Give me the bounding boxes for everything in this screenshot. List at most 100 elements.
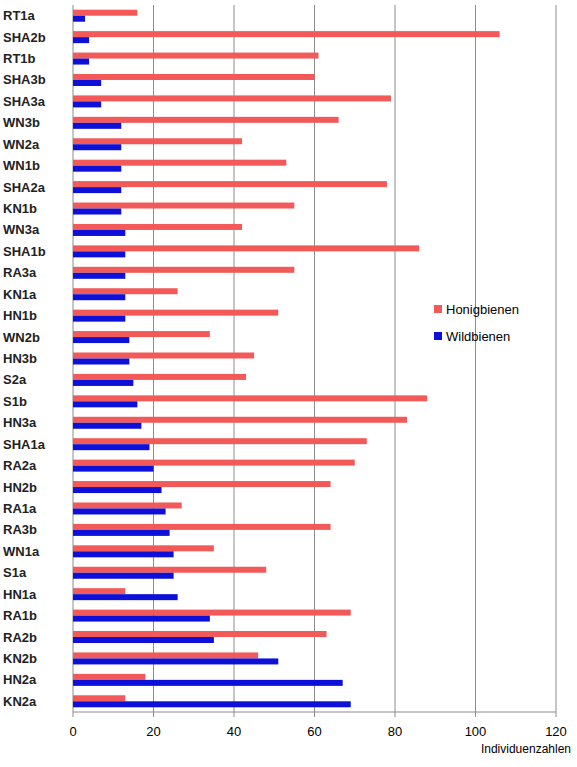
category-label: HN1a bbox=[3, 587, 37, 602]
category-label: SHA2a bbox=[3, 180, 46, 195]
bar bbox=[73, 551, 174, 557]
bar bbox=[73, 95, 391, 101]
bar bbox=[73, 337, 129, 343]
category-label: RA3b bbox=[3, 522, 37, 537]
category-label: HN3b bbox=[3, 351, 37, 366]
bar bbox=[73, 80, 101, 86]
tick-mark bbox=[234, 712, 235, 717]
bar bbox=[73, 423, 141, 429]
tick-label: 60 bbox=[307, 724, 321, 739]
bar bbox=[73, 37, 89, 43]
bar bbox=[73, 187, 121, 193]
category-label: WN3b bbox=[3, 115, 40, 130]
category-label: WN3a bbox=[3, 222, 40, 237]
bar bbox=[73, 74, 315, 80]
category-label: SHA1a bbox=[3, 437, 46, 452]
bar bbox=[73, 530, 170, 536]
bar bbox=[73, 545, 214, 551]
bar bbox=[73, 288, 178, 294]
tick-mark bbox=[395, 712, 396, 717]
bar bbox=[73, 16, 85, 22]
axis-label: Individuenzahlen bbox=[481, 742, 571, 756]
category-label: WN2a bbox=[3, 137, 40, 152]
bar bbox=[73, 438, 367, 444]
tick-mark bbox=[153, 712, 154, 717]
bar bbox=[73, 594, 178, 600]
bar bbox=[73, 481, 331, 487]
tick-label: 80 bbox=[388, 724, 402, 739]
bar bbox=[73, 331, 210, 337]
bar bbox=[73, 117, 339, 123]
bar bbox=[73, 10, 137, 16]
grid-line bbox=[475, 5, 476, 712]
category-label: KN1b bbox=[3, 201, 37, 216]
bar bbox=[73, 138, 242, 144]
bar bbox=[73, 695, 125, 701]
bar bbox=[73, 294, 125, 300]
bar bbox=[73, 701, 351, 707]
legend-label: Wildbienen bbox=[446, 329, 510, 344]
bar bbox=[73, 245, 419, 251]
bar bbox=[73, 567, 266, 573]
bar bbox=[73, 674, 145, 680]
bar bbox=[73, 310, 278, 316]
bar bbox=[73, 273, 125, 279]
tick-mark bbox=[314, 712, 315, 717]
category-label: SHA1b bbox=[3, 244, 46, 259]
bar bbox=[73, 203, 294, 209]
bar bbox=[73, 508, 166, 514]
category-label: RA1b bbox=[3, 608, 37, 623]
bar bbox=[73, 401, 137, 407]
bar bbox=[73, 31, 500, 37]
bar bbox=[73, 658, 278, 664]
category-label: RA2b bbox=[3, 630, 37, 645]
grid-line bbox=[395, 5, 396, 712]
category-label: WN2b bbox=[3, 330, 40, 345]
category-label: HN2a bbox=[3, 672, 37, 687]
bar bbox=[73, 353, 254, 359]
category-label: WN1b bbox=[3, 158, 40, 173]
tick-label: 100 bbox=[465, 724, 487, 739]
tick-mark bbox=[73, 712, 74, 717]
bar bbox=[73, 680, 343, 686]
legend-label: Honigbienen bbox=[446, 302, 519, 317]
category-label: S1a bbox=[3, 565, 27, 580]
bar bbox=[73, 502, 182, 508]
bar bbox=[73, 466, 154, 472]
bar bbox=[73, 209, 121, 215]
bar bbox=[73, 573, 174, 579]
tick-label: 0 bbox=[69, 724, 76, 739]
axis-line bbox=[73, 712, 556, 713]
bar bbox=[73, 144, 121, 150]
category-label: RT1a bbox=[3, 8, 36, 23]
category-label: S1b bbox=[3, 394, 27, 409]
bar bbox=[73, 251, 125, 257]
bar bbox=[73, 524, 331, 530]
bar bbox=[73, 652, 258, 658]
bar bbox=[73, 637, 214, 643]
category-label: WN1a bbox=[3, 544, 40, 559]
bar bbox=[73, 230, 125, 236]
tick-mark bbox=[556, 712, 557, 717]
category-label: HN1b bbox=[3, 308, 37, 323]
category-label: RA1a bbox=[3, 501, 37, 516]
bar bbox=[73, 631, 327, 637]
bar bbox=[73, 123, 121, 129]
tick-label: 120 bbox=[545, 724, 567, 739]
bar bbox=[73, 417, 407, 423]
legend-swatch bbox=[434, 332, 442, 340]
bar bbox=[73, 610, 351, 616]
grid-line bbox=[314, 5, 315, 712]
category-label: SHA3b bbox=[3, 72, 46, 87]
tick-label: 40 bbox=[227, 724, 241, 739]
bar bbox=[73, 374, 246, 380]
chart: 020406080100120RT1aSHA2bRT1bSHA3bSHA3aWN… bbox=[0, 0, 577, 767]
tick-label: 20 bbox=[146, 724, 160, 739]
bar bbox=[73, 588, 125, 594]
category-label: RA3a bbox=[3, 265, 37, 280]
bar bbox=[73, 160, 286, 166]
bar bbox=[73, 59, 89, 65]
bar bbox=[73, 316, 125, 322]
category-label: RT1b bbox=[3, 51, 36, 66]
bar bbox=[73, 166, 121, 172]
